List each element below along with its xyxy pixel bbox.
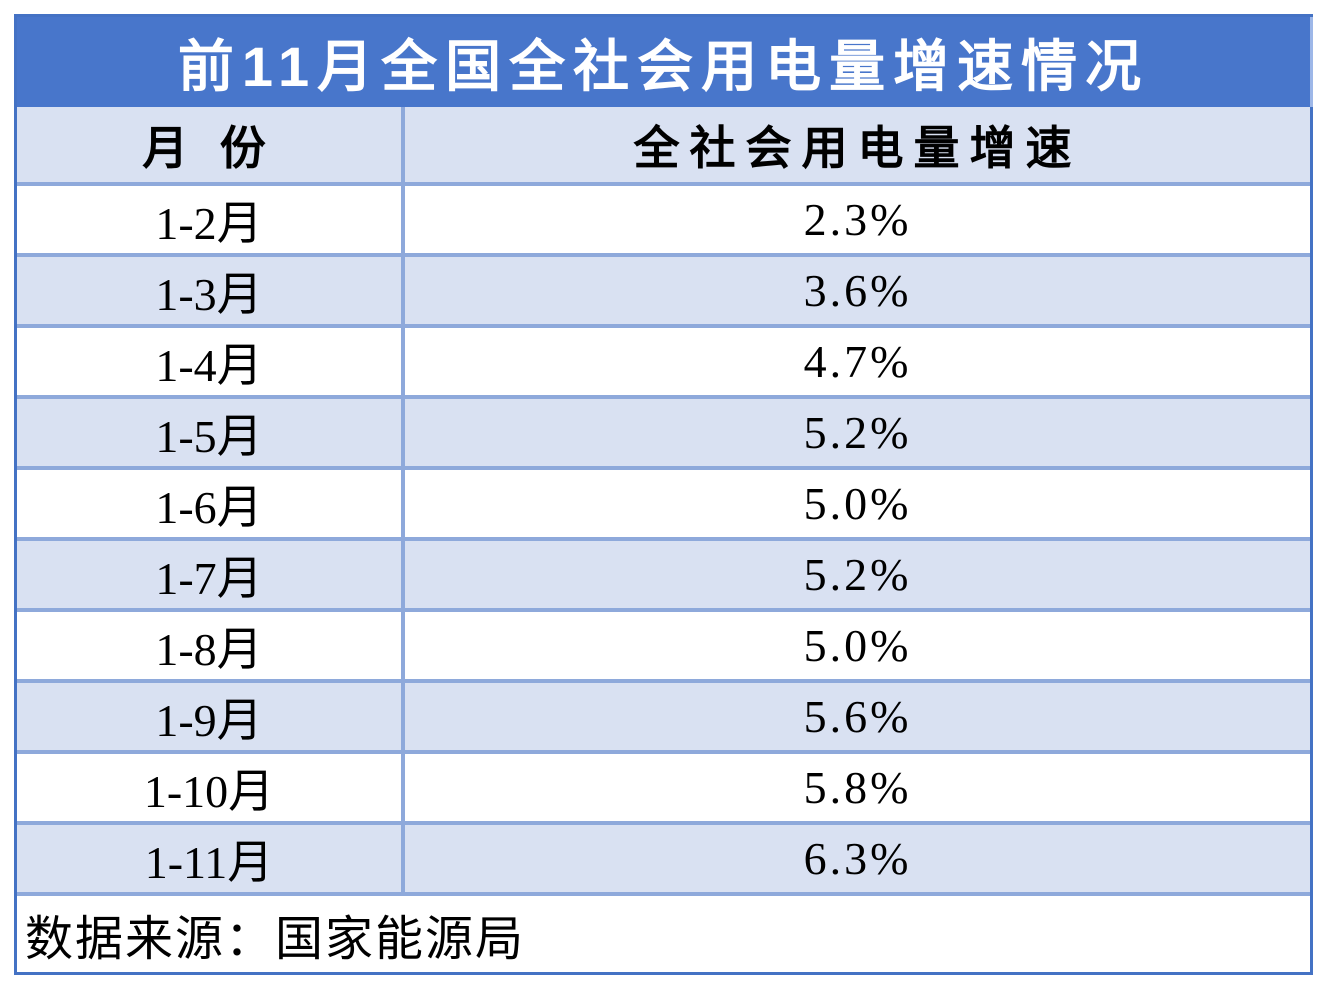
table-row: 1-6月 5.0% <box>17 466 1310 537</box>
table-row: 1-3月 3.6% <box>17 253 1310 324</box>
header-growth-column: 全社会用电量增速 <box>633 122 1082 174</box>
table-row: 1-8月 5.0% <box>17 608 1310 679</box>
table-row: 1-10月 5.8% <box>17 750 1310 821</box>
growth-cell: 5.0% <box>803 478 912 529</box>
growth-cell: 4.7% <box>803 336 912 387</box>
month-cell: 1-5月 <box>17 399 405 466</box>
growth-cell: 2.3% <box>803 194 912 245</box>
month-cell: 1-7月 <box>17 541 405 608</box>
growth-cell: 5.6% <box>803 691 912 742</box>
header-month-column: 月 份 <box>17 107 405 182</box>
growth-cell: 5.0% <box>803 620 912 671</box>
growth-cell: 5.2% <box>803 549 912 600</box>
growth-cell: 6.3% <box>803 833 912 884</box>
growth-cell: 3.6% <box>803 265 912 316</box>
table-row: 1-5月 5.2% <box>17 395 1310 466</box>
month-cell: 1-2月 <box>17 186 405 253</box>
month-cell: 1-4月 <box>17 328 405 395</box>
table-row: 1-2月 2.3% <box>17 182 1310 253</box>
table-title: 前11月全国全社会用电量增速情况 <box>17 17 1313 107</box>
month-cell: 1-6月 <box>17 470 405 537</box>
data-source-note: 数据来源：国家能源局 <box>17 892 1310 972</box>
month-cell: 1-8月 <box>17 612 405 679</box>
growth-cell: 5.8% <box>803 762 912 813</box>
growth-cell: 5.2% <box>803 407 912 458</box>
electricity-growth-table: 前11月全国全社会用电量增速情况 月 份 全社会用电量增速 1-2月 2.3% … <box>14 14 1313 975</box>
table-header-row: 月 份 全社会用电量增速 <box>17 107 1310 182</box>
month-cell: 1-9月 <box>17 683 405 750</box>
table-row: 1-11月 6.3% <box>17 821 1310 892</box>
table-row: 1-4月 4.7% <box>17 324 1310 395</box>
month-cell: 1-10月 <box>17 754 405 821</box>
month-cell: 1-3月 <box>17 257 405 324</box>
month-cell: 1-11月 <box>17 825 405 892</box>
table-row: 1-9月 5.6% <box>17 679 1310 750</box>
table-row: 1-7月 5.2% <box>17 537 1310 608</box>
